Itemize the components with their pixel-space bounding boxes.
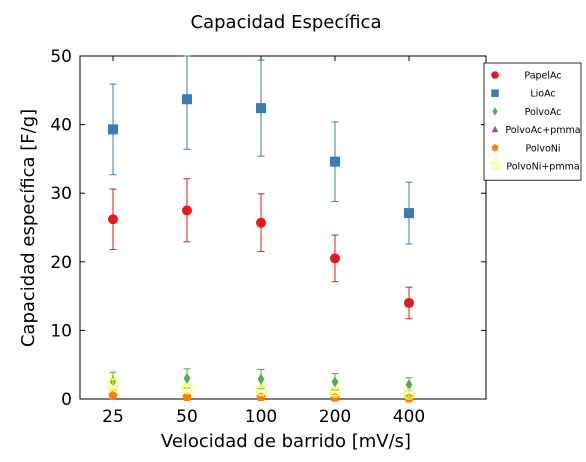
data-point (108, 214, 118, 225)
legend-marker (491, 71, 499, 79)
data-point (107, 378, 119, 391)
data-point (331, 376, 339, 388)
data-point (181, 383, 193, 395)
x-tick-label: 50 (176, 407, 198, 427)
x-tick-label: 100 (245, 407, 277, 427)
y-tick-label: 30 (50, 184, 72, 204)
chart-title: Capacidad Específica (191, 12, 382, 33)
data-point (257, 373, 265, 385)
legend-box (483, 62, 582, 181)
legend-label: PolvoNi (525, 143, 560, 154)
legend-marker (490, 161, 500, 171)
y-tick-label: 0 (61, 390, 72, 410)
y-tick-label: 50 (50, 47, 72, 67)
plot-frame (79, 55, 487, 400)
data-point (404, 208, 414, 219)
data-point (183, 372, 191, 385)
data-point (256, 391, 266, 401)
data-point (330, 156, 340, 167)
legend-marker (491, 125, 499, 133)
data-point (256, 103, 266, 114)
x-axis: 25 50 100 200 400 (102, 56, 425, 427)
y-axis: 0 10 20 30 40 50 (50, 47, 486, 410)
data-point (405, 378, 413, 391)
x-tick-label: 200 (319, 407, 351, 427)
data-point (404, 393, 414, 403)
x-tick-label: 400 (393, 407, 425, 427)
data-point (182, 94, 192, 105)
y-tick-label: 40 (50, 116, 72, 136)
legend-label: PolvoAc (525, 107, 562, 118)
data-point (404, 297, 414, 308)
data-point (329, 386, 341, 398)
series-lioac (108, 55, 414, 245)
data-point (256, 217, 266, 228)
y-tick-label: 10 (50, 321, 72, 341)
data-point (182, 205, 192, 216)
data-point (403, 388, 415, 400)
data-point (182, 391, 192, 401)
series-layer (107, 55, 415, 403)
y-axis-label: Capacidad específica [F/g] (18, 109, 39, 347)
series-papelac (108, 178, 414, 320)
legend-label: PolvoNi+pmma (506, 162, 579, 173)
x-tick-label: 25 (102, 407, 124, 427)
series-polvoni-pmma (107, 377, 415, 400)
legend-marker (491, 144, 499, 151)
legend-label: PolvoAc+pmma (505, 125, 580, 136)
legend-marker (492, 107, 498, 116)
legend-marker (491, 89, 499, 97)
data-point (108, 390, 118, 400)
data-point (330, 253, 340, 264)
legend-label: LioAc (530, 89, 555, 100)
x-axis-label: Velocidad de barrido [mV/s] (161, 431, 411, 452)
legend-label: PapelAc (524, 71, 561, 82)
y-tick-label: 20 (50, 253, 72, 273)
data-point (108, 124, 118, 135)
data-point (255, 385, 267, 397)
legend: PapelAc LioAc PolvoAc PolvoAc+pmma PolvoNi Po… (483, 62, 582, 181)
